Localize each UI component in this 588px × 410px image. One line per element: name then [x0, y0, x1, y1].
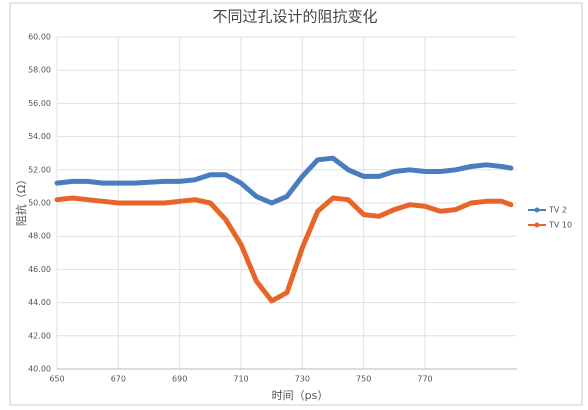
- legend-marker: [534, 207, 540, 213]
- x-tick-label: 730: [295, 375, 310, 384]
- legend-marker: [534, 222, 540, 228]
- series-line: [54, 195, 514, 304]
- y-tick-label: 60.00: [28, 33, 51, 42]
- y-tick-label: 42.00: [28, 331, 51, 340]
- frame: [9, 2, 583, 406]
- legend-label: TV 10: [548, 221, 572, 230]
- x-axis-label: 时间（ps）: [272, 389, 329, 402]
- x-tick-label: 670: [111, 375, 126, 384]
- legend-label: TV 2: [548, 206, 567, 215]
- y-tick-label: 40.00: [28, 365, 51, 374]
- x-tick-label: 750: [356, 375, 371, 384]
- y-tick-label: 56.00: [28, 99, 51, 108]
- x-tick-label: 690: [172, 375, 187, 384]
- y-tick-label: 44.00: [28, 298, 51, 307]
- chart-title: 不同过孔设计的阻抗变化: [212, 8, 377, 26]
- y-axis-label: 阻抗（Ω）: [14, 174, 28, 226]
- y-tick-label: 48.00: [28, 232, 51, 241]
- x-tick-label: 770: [417, 375, 432, 384]
- x-tick-label: 650: [49, 375, 64, 384]
- y-tick-label: 50.00: [28, 199, 51, 208]
- y-tick-label: 52.00: [28, 165, 51, 174]
- y-tick-label: 58.00: [28, 66, 51, 75]
- series-line: [54, 155, 514, 206]
- x-tick-label: 710: [233, 375, 248, 384]
- y-tick-label: 46.00: [28, 265, 51, 274]
- y-tick-label: 54.00: [28, 132, 51, 141]
